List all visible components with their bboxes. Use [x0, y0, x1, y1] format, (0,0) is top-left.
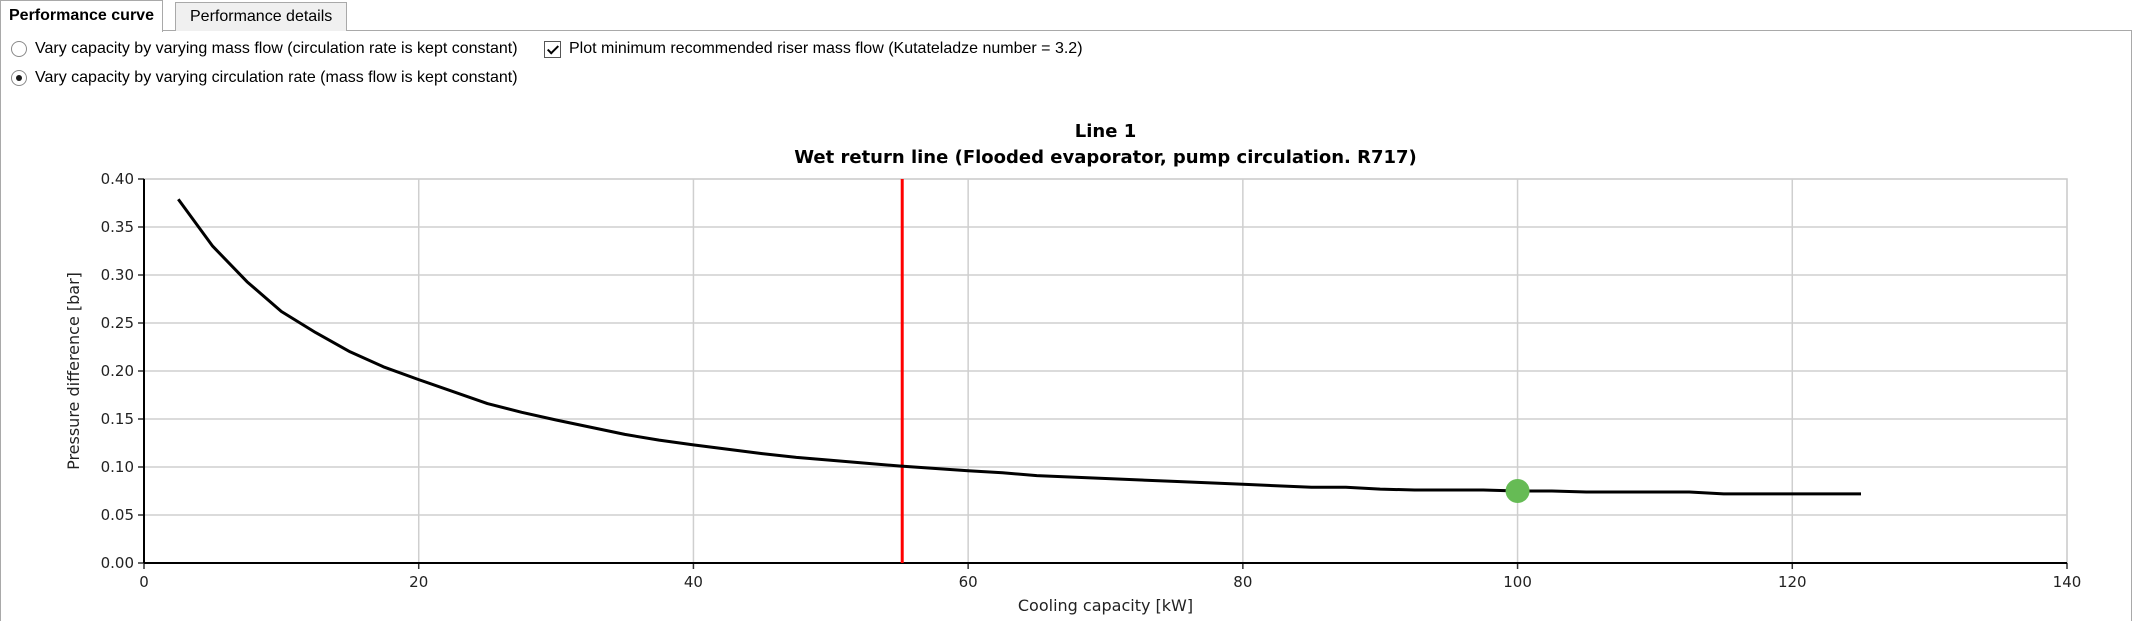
performance-curve-line	[177, 198, 1861, 496]
y-tick-label: 0.40	[101, 170, 134, 188]
radio-vary-mass-flow[interactable]: Vary capacity by varying mass flow (circ…	[11, 40, 518, 58]
chart-title: Line 1	[1075, 121, 1136, 142]
x-tick-label: 100	[1503, 573, 1532, 591]
y-tick-label: 0.35	[101, 218, 134, 236]
y-tick-label: 0.10	[101, 458, 134, 476]
performance-curve-panel: Vary capacity by varying mass flow (circ…	[0, 31, 2132, 621]
radio-button-selected[interactable]	[11, 70, 27, 86]
y-tick-label: 0.05	[101, 506, 134, 524]
x-tick-label: 120	[1778, 573, 1807, 591]
tab-bar: Performance curve Performance details	[0, 0, 2132, 32]
performance-chart: 0 20 40 60 80 100 120 140 0.00 0.05 0.10 0.15 0.20 0.…	[64, 121, 2082, 615]
tab-performance-curve[interactable]: Performance curve	[0, 0, 163, 32]
checkbox-plot-min-riser[interactable]: Plot minimum recommended riser mass flow…	[544, 40, 1083, 58]
radio-label: Vary capacity by varying circulation rat…	[35, 69, 518, 86]
y-axis-label: Pressure difference [bar]	[64, 272, 83, 470]
y-tick-label: 0.15	[101, 410, 134, 428]
x-tick-label: 40	[684, 573, 703, 591]
y-tick-label: 0.20	[101, 362, 134, 380]
chart-subtitle: Wet return line (Flooded evaporator, pum…	[794, 147, 1417, 168]
checkbox[interactable]	[544, 40, 561, 58]
x-tick-label: 140	[2053, 573, 2082, 591]
y-tick-label: 0.30	[101, 266, 134, 284]
x-tick-label: 20	[409, 573, 428, 591]
y-tick-label: 0.25	[101, 314, 134, 332]
x-tick-label: 80	[1233, 573, 1252, 591]
tab-performance-details[interactable]: Performance details	[175, 2, 348, 31]
operating-point-marker	[1505, 479, 1530, 503]
checkbox-label: Plot minimum recommended riser mass flow…	[569, 40, 1083, 57]
radio-button[interactable]	[11, 41, 27, 57]
y-tick-label: 0.00	[101, 554, 134, 572]
x-axis-label: Cooling capacity [kW]	[1018, 596, 1193, 615]
radio-vary-circulation-rate[interactable]: Vary capacity by varying circulation rat…	[11, 69, 518, 87]
radio-label: Vary capacity by varying mass flow (circ…	[35, 40, 518, 57]
x-tick-label: 0	[139, 573, 149, 591]
x-tick-label: 60	[959, 573, 978, 591]
